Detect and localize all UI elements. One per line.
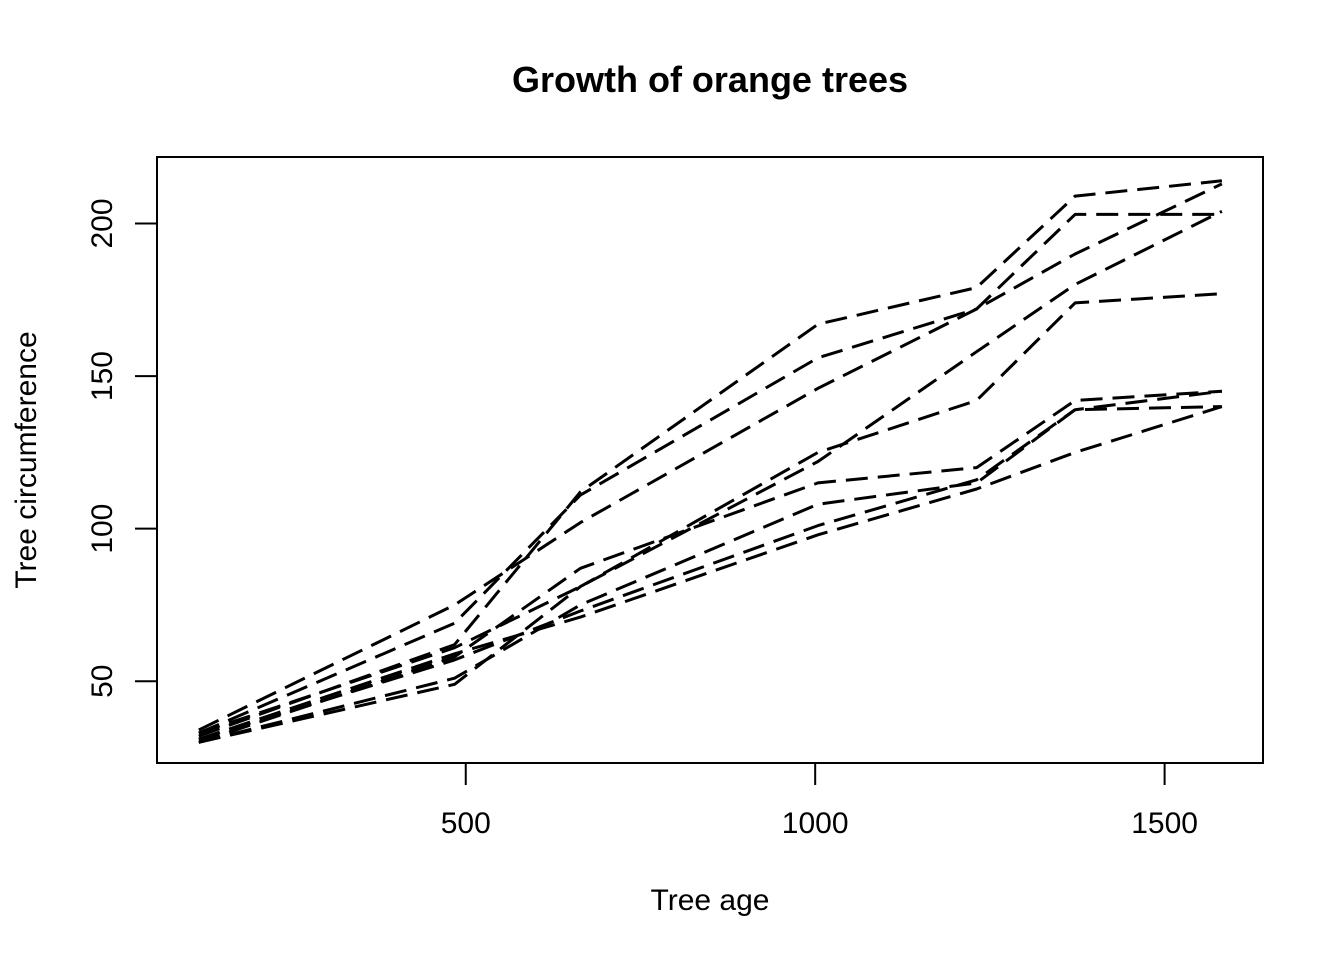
series-line-5	[198, 292, 1222, 744]
y-tick-label: 150	[86, 351, 119, 401]
series-line-6	[198, 389, 1223, 741]
plot-frame	[156, 156, 1264, 764]
y-tick-label: 50	[86, 665, 119, 698]
series-line-2	[198, 212, 1222, 735]
y-tick-label: 200	[86, 198, 119, 248]
series-line-9	[198, 405, 1223, 741]
y-tick-label: 100	[86, 504, 119, 554]
x-tick-label: 500	[441, 807, 491, 840]
series-line-4	[198, 179, 1223, 738]
x-axis: 500 1000 1500	[441, 762, 1198, 840]
series-group	[198, 179, 1223, 744]
series-line-3	[198, 405, 1222, 744]
chart-title: Growth of orange trees	[512, 59, 908, 100]
x-tick-label: 1500	[1131, 807, 1198, 840]
series-line-1	[198, 389, 1222, 744]
y-axis: 50 100 150 200	[86, 198, 158, 698]
x-tick-label: 1000	[782, 807, 849, 840]
x-axis-label: Tree age	[651, 884, 770, 917]
series-line-8	[198, 182, 1223, 732]
series-line-7	[198, 209, 1223, 735]
y-axis-label: Tree circumference	[10, 331, 43, 588]
